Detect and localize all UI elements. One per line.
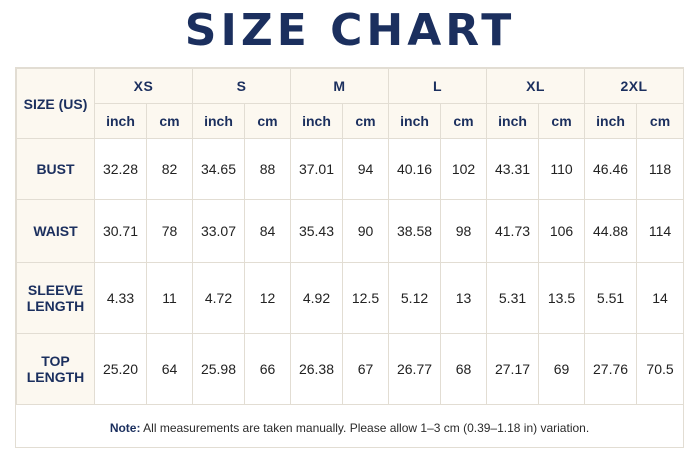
measurement-cell: 98 [440,199,488,263]
measurement-cell: 33.07 [192,199,245,263]
size-header-xl: XL [486,68,586,104]
measurement-cell: 35.43 [290,199,343,263]
unit-header-inch: inch [486,103,540,139]
unit-header-cm: cm [146,103,193,139]
unit-header-inch: inch [290,103,343,139]
measurement-cell: 70.5 [636,333,685,405]
measurement-cell: 32.28 [94,138,147,200]
measurement-cell: 4.92 [290,262,343,334]
size-header-m: M [289,68,390,104]
measurement-cell: 12 [244,262,291,334]
measurement-cell: 118 [636,138,685,200]
row-label-line: LENGTH [26,369,85,385]
size-grid: SIZE (US) XS S M L XL 2XL inch cm inch cm in… [16,68,685,405]
measurement-cell: 102 [440,138,488,200]
unit-header-inch: inch [388,103,442,139]
measurement-cell: 110 [538,138,586,200]
measurement-cell: 88 [244,138,291,200]
measurement-cell: 66 [244,333,291,405]
row-label-line: LENGTH [26,298,85,314]
row-label-line: BUST [36,161,75,177]
size-chart-table: SIZE (US) XS S M L XL 2XL inch cm inch cm in… [15,67,685,448]
row-label-line: TOP [41,353,70,369]
measurement-note: Note: All measurements are taken manuall… [16,405,683,452]
unit-header-cm: cm [244,103,291,139]
measurement-cell: 14 [636,262,685,334]
measurement-cell: 82 [146,138,193,200]
unit-header-cm: cm [341,103,390,139]
table-row: WAIST 30.71 78 33.07 84 35.43 90 38.58 98 41.73 10… [16,199,685,263]
table-row: SLEEVE LENGTH 4.33 11 4.72 12 4.92 12.5 5.12 13 5.… [16,262,685,334]
unit-header-cm: cm [636,103,685,139]
table-row: TOP LENGTH 25.20 64 25.98 66 26.38 67 26.77 68 27.… [16,333,685,405]
size-header-s: S [192,68,291,104]
size-header-2xl: 2XL [584,68,685,104]
measurement-cell: 114 [636,199,685,263]
size-header-xs: XS [94,68,193,104]
measurement-cell: 4.33 [94,262,147,334]
unit-header-cm: cm [440,103,488,139]
measurement-cell: 78 [146,199,193,263]
note-text: All measurements are taken manually. Ple… [143,421,590,435]
measurement-cell: 84 [244,199,291,263]
measurement-cell: 67 [341,333,390,405]
measurement-cell: 38.58 [388,199,442,263]
unit-header-inch: inch [192,103,245,139]
measurement-cell: 4.72 [192,262,245,334]
measurement-cell: 5.51 [584,262,638,334]
measurement-cell: 68 [440,333,488,405]
measurement-cell: 106 [538,199,586,263]
page-title: SIZE CHART [184,5,516,56]
measurement-cell: 13.5 [538,262,586,334]
row-label: BUST [16,138,95,200]
row-label: SLEEVE LENGTH [16,262,95,334]
measurement-cell: 5.31 [486,262,540,334]
measurement-cell: 41.73 [486,199,540,263]
measurement-cell: 37.01 [290,138,343,200]
measurement-cell: 25.98 [192,333,245,405]
table-row: BUST 32.28 82 34.65 88 37.01 94 40.16 102 43.31 11… [16,138,685,200]
measurement-cell: 40.16 [388,138,442,200]
measurement-cell: 25.20 [94,333,147,405]
row-label: TOP LENGTH [16,333,95,405]
measurement-cell: 30.71 [94,199,147,263]
size-us-header: SIZE (US) [16,68,95,139]
unit-header-inch: inch [584,103,638,139]
measurement-cell: 11 [146,262,193,334]
unit-header-inch: inch [94,103,147,139]
note-label: Note: [109,421,141,435]
measurement-cell: 5.12 [388,262,442,334]
measurement-cell: 64 [146,333,193,405]
measurement-cell: 26.38 [290,333,343,405]
measurement-cell: 90 [341,199,390,263]
measurement-cell: 27.17 [486,333,540,405]
measurement-cell: 34.65 [192,138,245,200]
measurement-cell: 12.5 [341,262,390,334]
row-label: WAIST [16,199,95,263]
measurement-cell: 44.88 [584,199,638,263]
unit-header-cm: cm [538,103,586,139]
size-header-l: L [388,68,488,104]
measurement-cell: 26.77 [388,333,442,405]
measurement-cell: 46.46 [584,138,638,200]
row-label-line: SLEEVE [27,282,84,298]
measurement-cell: 43.31 [486,138,540,200]
measurement-cell: 94 [341,138,390,200]
measurement-cell: 69 [538,333,586,405]
measurement-cell: 13 [440,262,488,334]
row-label-line: WAIST [33,223,78,239]
measurement-cell: 27.76 [584,333,638,405]
